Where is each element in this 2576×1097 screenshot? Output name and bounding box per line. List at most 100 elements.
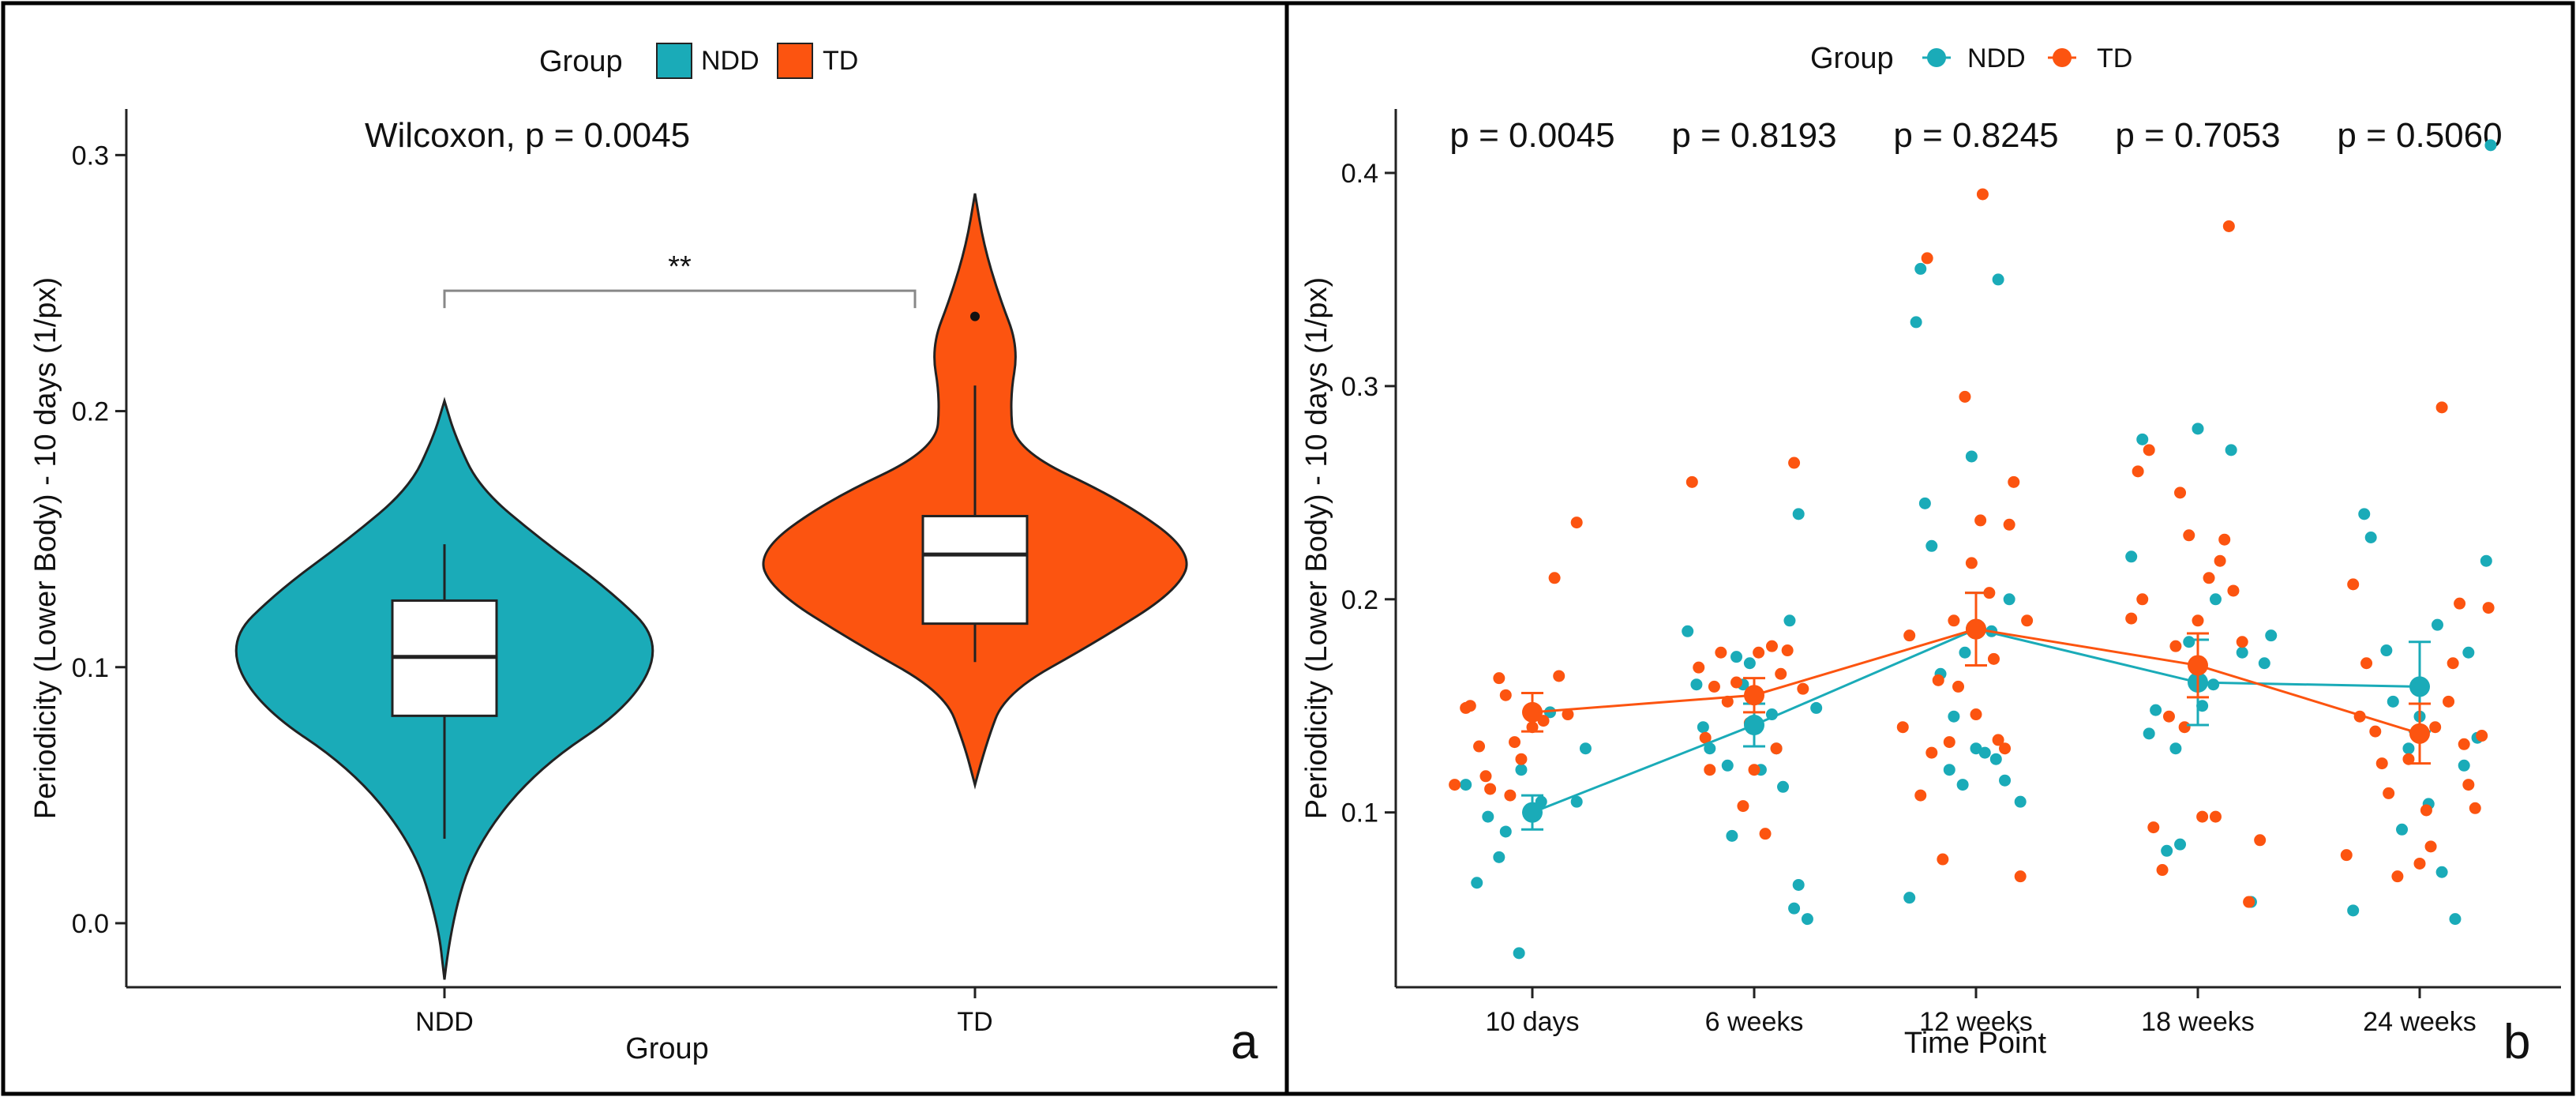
legend-title: Group: [1810, 42, 1894, 75]
point-td: [1493, 672, 1505, 685]
point-ndd: [1471, 877, 1483, 889]
point-td: [2413, 857, 2426, 870]
point-ndd: [1999, 774, 2012, 787]
mean-point-ndd: [1522, 802, 1543, 823]
point-ndd: [2449, 913, 2462, 926]
point-td: [1484, 783, 1497, 795]
point-ndd: [2265, 629, 2278, 642]
point-ndd: [2258, 657, 2270, 670]
point-td: [1704, 764, 1716, 776]
point-ndd: [2347, 904, 2360, 917]
point-td: [1509, 736, 1521, 749]
point-ndd: [2484, 139, 2497, 152]
legend-label-ndd: NDD: [701, 46, 759, 76]
boxplots: [391, 311, 1029, 839]
mean-point-ndd: [2409, 676, 2430, 697]
point-td: [2429, 721, 2442, 734]
point-ndd: [2380, 644, 2393, 657]
point-ndd: [2150, 704, 2162, 716]
point-ndd: [2236, 646, 2248, 659]
x-tick-label: 6 weeks: [1705, 1007, 1804, 1037]
point-td: [1959, 390, 1971, 403]
point-ndd: [1579, 742, 1592, 755]
point-ndd: [1697, 721, 1709, 734]
y-axis-title: Periodicity (Lower Body) - 10 days (1/px…: [1300, 277, 1333, 819]
point-td: [2236, 636, 2248, 648]
point-ndd: [1978, 746, 1991, 759]
point-td: [2469, 802, 2481, 814]
x-ticks: 10 days 6 weeks 12 weeks 18 weeks 24 weeks: [1485, 987, 2477, 1037]
point-td: [2136, 593, 2149, 606]
panel-letter-b: b: [2503, 1015, 2530, 1069]
mean-point-ndd: [1744, 715, 1764, 736]
point-ndd: [1788, 902, 1801, 915]
point-ndd: [2358, 508, 2371, 520]
point-td: [1965, 557, 1978, 569]
point-td: [2156, 864, 2169, 877]
point-ndd: [1499, 825, 1512, 838]
point-ndd: [2183, 636, 2195, 648]
point-td: [2435, 401, 2448, 414]
significance-stars: **: [668, 250, 692, 284]
point-ndd: [1956, 779, 1969, 791]
point-td: [2482, 602, 2495, 614]
point-td: [1932, 674, 1944, 686]
point-ndd: [2003, 593, 2015, 606]
point-ndd: [2169, 742, 2182, 755]
point-td: [2443, 695, 2455, 708]
point-ndd: [1989, 753, 2002, 765]
point-ndd: [2174, 838, 2187, 851]
point-ndd: [1792, 508, 1805, 520]
point-ndd: [1918, 497, 1931, 509]
point-td: [2424, 840, 2437, 853]
legend-label-td: TD: [2097, 43, 2132, 73]
point-ndd: [1543, 706, 1556, 719]
point-td: [2147, 821, 2160, 834]
x-axis-title: Group: [625, 1032, 709, 1065]
point-td: [1948, 614, 1960, 627]
point-td: [1914, 789, 1927, 802]
point-ndd: [1743, 657, 1756, 670]
point-td: [1753, 646, 1765, 659]
point-ndd: [1721, 759, 1734, 772]
bracket-line: [443, 289, 917, 309]
point-td: [2183, 529, 2195, 542]
data-points: [1449, 139, 2497, 960]
point-ndd: [1914, 262, 1927, 275]
point-ndd: [2196, 700, 2209, 712]
point-td: [1479, 770, 1492, 783]
point-ndd: [2136, 433, 2149, 445]
y-tick-label: 0.0: [72, 909, 109, 939]
point-ndd: [2480, 554, 2492, 567]
point-ndd: [1690, 678, 1703, 691]
x-ticks: NDD TD: [415, 987, 993, 1037]
y-tick-label: 0.3: [1341, 372, 1378, 402]
point-td: [2462, 779, 2475, 791]
point-td: [1473, 740, 1486, 753]
point-td: [2447, 657, 2459, 670]
point-td: [1992, 734, 2004, 746]
y-tick-label: 0.3: [72, 141, 109, 171]
point-ndd: [2387, 695, 2399, 708]
x-tick-label: 10 days: [1485, 1007, 1579, 1037]
point-td: [1952, 680, 1965, 693]
point-td: [1730, 676, 1743, 689]
point-td: [2227, 584, 2240, 597]
point-td: [2214, 554, 2226, 567]
point-td: [2162, 710, 2175, 723]
point-td: [1943, 736, 1955, 749]
point-td: [2340, 849, 2353, 862]
p-value-2: p = 0.8245: [1893, 116, 2058, 155]
point-td: [2476, 730, 2488, 742]
p-values: p = 0.0045 p = 0.8193 p = 0.8245 p = 0.7053…: [1449, 116, 2502, 155]
x-axis-title: Time Point: [1904, 1027, 2047, 1060]
point-ndd: [1792, 878, 1805, 891]
point-td: [2143, 444, 2155, 456]
point-ndd: [1513, 947, 1525, 960]
point-ndd: [2396, 823, 2409, 836]
point-td: [1515, 753, 1528, 765]
point-ndd: [2143, 727, 2155, 740]
point-ndd: [2431, 618, 2443, 631]
mean-lines: [1521, 592, 2431, 831]
